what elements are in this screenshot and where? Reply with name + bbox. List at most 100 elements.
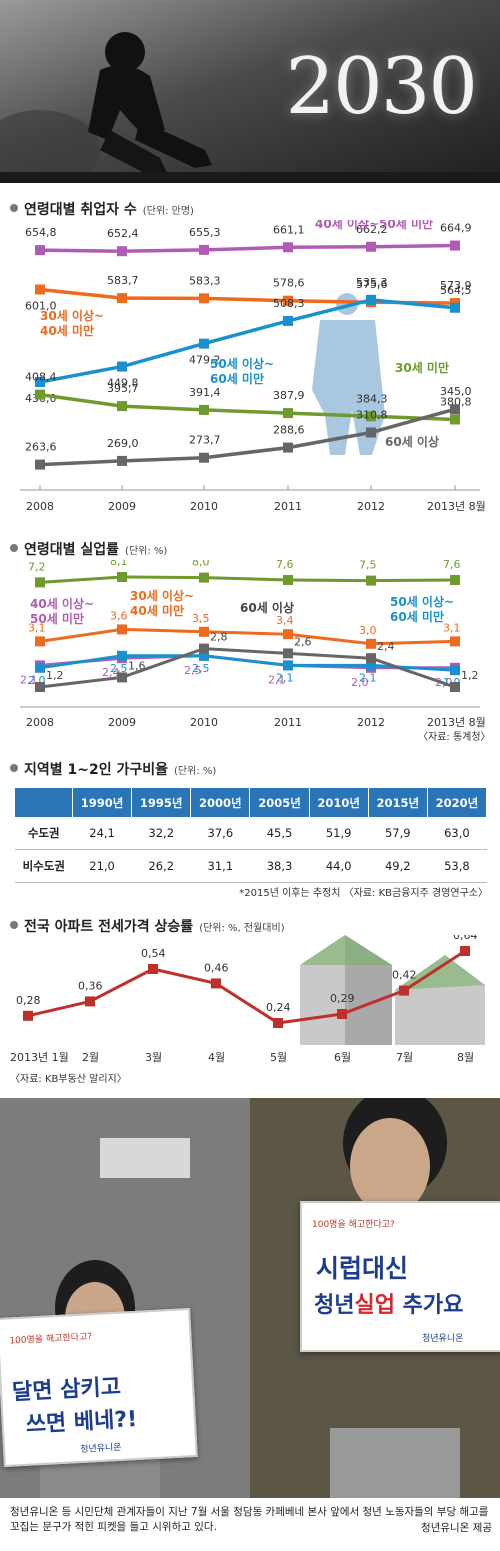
data-label: 7,6 <box>276 560 294 571</box>
data-point <box>366 638 376 649</box>
unemployment-section: 연령대별 실업률 (단위: %) <box>0 535 500 565</box>
protest-sign-right: 100명을 해고한다고? 시럽대신 청년실업 추가요 청년유니온 <box>300 1201 500 1352</box>
employment-title-row: 연령대별 취업자 수 (단위: 만명) <box>10 199 194 219</box>
household-note: *2015년 이후는 추정치 〈자료: KB금융지주 경영연구소〉 <box>239 888 488 899</box>
data-point <box>117 672 127 683</box>
data-label: 564,5 <box>440 284 472 297</box>
data-label: 601,0 <box>25 300 57 313</box>
data-point <box>35 377 45 387</box>
data-label: 535,3 <box>356 276 388 289</box>
data-point <box>283 408 293 419</box>
data-label: 8,0 <box>192 560 210 569</box>
data-label: 0,29 <box>330 992 355 1005</box>
series-line <box>39 243 456 253</box>
data-label: 662,2 <box>356 223 388 236</box>
data-point <box>199 626 209 637</box>
household-unit: (단위: %) <box>174 766 217 777</box>
table-cell: 51,9 <box>309 817 369 850</box>
data-point <box>117 650 127 661</box>
data-label: 583,3 <box>189 274 221 287</box>
data-point <box>199 643 209 654</box>
table-col-header: 2010년 <box>309 788 369 817</box>
data-label: 2,4 <box>377 640 395 653</box>
data-label: 573,9 <box>440 279 472 292</box>
data-label: 583,7 <box>107 274 139 287</box>
sign-right-word-unemployment: 실업 <box>354 1293 395 1318</box>
x-tick-label: 2013년 1월 <box>10 1051 69 1064</box>
unemployment-title-row: 연령대별 실업률 (단위: %) <box>10 539 167 559</box>
legend-label: 60세 미만 <box>390 609 444 624</box>
data-point <box>283 648 293 659</box>
data-point <box>399 985 409 996</box>
data-point <box>450 575 460 585</box>
x-tick-label: 2009 <box>108 500 136 513</box>
data-label: 2,1 <box>20 673 38 686</box>
data-label: 508,3 <box>273 297 305 310</box>
data-label: 652,4 <box>107 227 139 240</box>
data-label: 1,2 <box>461 669 479 682</box>
rent-source: 〈자료: KB부동산 알리지〉 <box>10 1074 127 1085</box>
sign-right-line1: 시럽대신 <box>316 1254 409 1283</box>
data-point <box>35 389 45 400</box>
table-cell: 31,1 <box>190 849 250 883</box>
legend-label: 40세 이상~50세 미만 <box>315 220 433 231</box>
protest-sign-left: 100명을 해고한다고? 달면 삼키고 쓰면 베네?! 청년유니온 <box>0 1308 198 1467</box>
legend-label: 60세 미만 <box>210 371 264 386</box>
table-col-header: 1990년 <box>72 788 133 817</box>
data-label: 479,2 <box>189 354 221 367</box>
rent-unit: (단위: %, 전월대비) <box>199 923 285 934</box>
data-label: 0,36 <box>78 979 103 992</box>
x-tick-label: 6월 <box>334 1051 351 1064</box>
data-point <box>450 414 460 425</box>
data-label: 0,46 <box>204 961 229 974</box>
data-point <box>117 455 127 466</box>
data-label: 2,5 <box>192 662 210 675</box>
table-cell: 37,6 <box>190 817 250 850</box>
table-cell: 49,2 <box>368 849 428 883</box>
data-label: 655,3 <box>189 226 221 239</box>
data-point <box>148 964 158 974</box>
legend-label: 50세 이상~ <box>390 594 454 609</box>
table-cell: 24,1 <box>72 817 132 850</box>
household-title-row: 지역별 1~2인 가구비율 (단위: %) <box>10 759 216 779</box>
sign-right-word-youth: 청년 <box>314 1293 355 1318</box>
employment-title: 연령대별 취업자 수 <box>24 202 137 218</box>
employment-unit: (단위: 만명) <box>142 206 194 217</box>
data-label: 2,1 <box>276 671 294 684</box>
chart-source: 〈자료: 통계청〉 <box>418 731 491 743</box>
data-point <box>366 294 376 305</box>
data-point <box>366 241 376 252</box>
legend-label: 40세 미만 <box>40 323 94 338</box>
unemployment-title: 연령대별 실업률 <box>24 542 120 558</box>
data-point <box>117 624 127 635</box>
legend-label: 30세 이상~ <box>130 588 194 603</box>
data-point <box>450 240 460 251</box>
series-line <box>39 627 456 646</box>
data-point <box>337 1009 347 1019</box>
rent-title-row: 전국 아파트 전세가격 상승률 (단위: %, 전월대비) <box>10 916 285 936</box>
household-table: 1990년 1995년 2000년 2005년 2010년 2015년 2020… <box>15 788 488 883</box>
rent-title: 전국 아파트 전세가격 상승률 <box>24 919 194 935</box>
data-label: 2,1 <box>359 671 377 684</box>
data-label: 345,0 <box>440 385 472 398</box>
household-title: 지역별 1~2인 가구비율 <box>24 762 169 778</box>
data-point <box>366 427 376 438</box>
data-point <box>35 662 45 673</box>
table-row: 수도권 24,1 32,2 37,6 45,5 51,9 57,9 63,0 <box>15 817 487 850</box>
x-tick-label: 2013년 8월 <box>427 500 486 513</box>
data-point <box>117 293 127 304</box>
data-label: 408,4 <box>25 371 57 384</box>
data-point <box>199 650 209 661</box>
data-point <box>35 245 45 256</box>
x-tick-label: 2008 <box>26 716 54 729</box>
data-label: 3,6 <box>110 609 128 622</box>
data-label: 3,0 <box>359 624 377 637</box>
series-line <box>39 654 456 672</box>
data-label: 0,54 <box>141 947 166 960</box>
sign-right-line2: 청년실업 추가요 <box>314 1287 463 1319</box>
data-label: 654,8 <box>25 226 57 239</box>
x-tick-label: 2012 <box>357 500 385 513</box>
data-label: 2,6 <box>294 635 312 648</box>
data-point <box>117 401 127 412</box>
series-line <box>39 407 456 467</box>
